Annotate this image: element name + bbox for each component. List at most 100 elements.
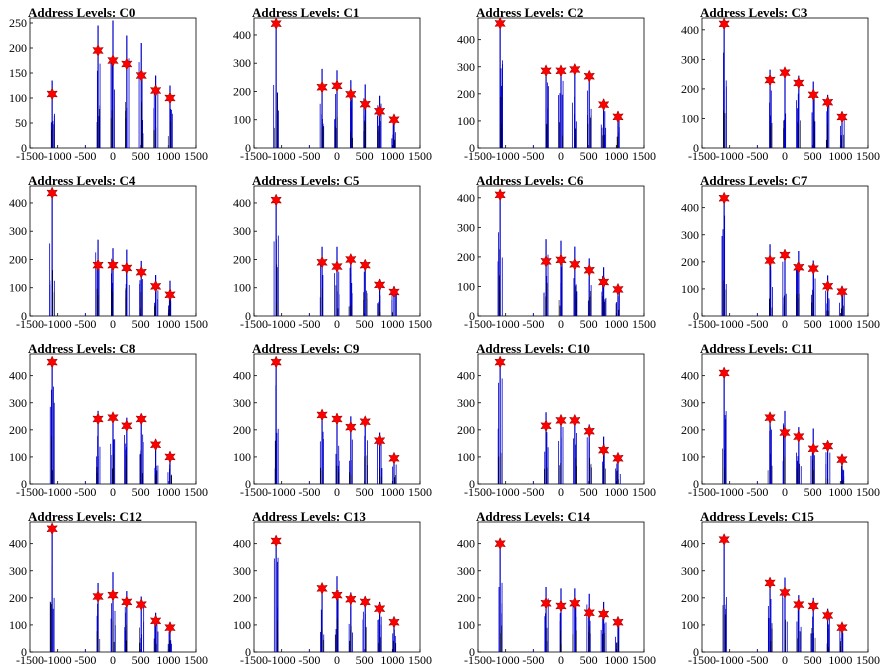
y-tick-label: 300 (457, 564, 475, 578)
chart-title: Address Levels: C6 (476, 173, 584, 188)
y-tick-label: 200 (457, 250, 475, 264)
level-star-marker (46, 186, 58, 200)
level-star-marker (345, 592, 357, 606)
x-tick-label: 1000 (380, 149, 404, 163)
x-tick-label: -1000 (492, 149, 520, 163)
x-tick-label: -500 (74, 149, 96, 163)
level-star-marker (793, 597, 805, 612)
level-star-marker (793, 429, 805, 444)
x-tick-label: -1500 (240, 317, 268, 331)
chart-plot: 0 100 200 300 400 -1500 -1000 -500 0 500 1000 1500 (9, 521, 208, 667)
y-tick-label: 100 (457, 114, 475, 128)
level-star-marker (583, 424, 595, 438)
level-star-marker (373, 104, 386, 118)
level-star-marker (373, 602, 386, 616)
y-tick-label: 300 (681, 228, 699, 242)
y-tick-label: 0 (245, 141, 251, 155)
x-tick-label: -500 (74, 485, 96, 499)
level-star-marker (597, 275, 610, 289)
level-star-marker (555, 599, 567, 613)
level-star-marker (793, 76, 805, 90)
chart-panel-c7: Address Levels: C7 0 100 200 300 400 -1500 -100… (672, 168, 896, 336)
level-star-marker (316, 80, 328, 94)
chart-panel-c11: Address Levels: C11 0 100 200 300 400 -1500 -10… (672, 336, 896, 504)
chart-plot: 0 100 200 300 400 -1500 -1000 -500 0 500 1000 1500 (233, 17, 432, 163)
x-tick-label: 0 (782, 653, 788, 667)
y-tick-label: 400 (681, 23, 699, 37)
level-star-marker (540, 419, 552, 433)
x-tick-label: 1500 (856, 653, 880, 667)
level-star-marker (764, 411, 776, 425)
x-tick-label: -500 (746, 485, 768, 499)
level-star-marker (836, 285, 848, 299)
x-tick-label: 0 (558, 317, 564, 331)
chart-title: Address Levels: C1 (252, 5, 360, 20)
chart-title: Address Levels: C3 (700, 5, 808, 20)
y-tick-label: 0 (21, 309, 27, 323)
chart-title: Address Levels: C4 (28, 173, 136, 188)
x-tick-label: 0 (110, 485, 116, 499)
y-tick-label: 100 (233, 450, 251, 464)
y-tick-label: 200 (9, 252, 27, 266)
x-tick-label: 1000 (380, 317, 404, 331)
y-tick-label: 0 (245, 309, 251, 323)
x-tick-label: -1000 (716, 485, 744, 499)
level-star-marker (92, 589, 104, 604)
level-star-marker (569, 596, 581, 610)
x-tick-label: -1000 (268, 653, 296, 667)
chart-plot: 0 100 200 300 400 -1500 -1000 -500 0 500 1000 1500 (9, 185, 208, 331)
level-star-marker (555, 253, 567, 267)
x-tick-label: -1000 (492, 485, 520, 499)
level-star-marker (135, 412, 147, 426)
x-tick-label: 500 (356, 653, 374, 667)
level-star-marker (107, 588, 119, 602)
level-star-marker (46, 87, 58, 101)
x-tick-label: -1500 (16, 653, 44, 667)
chart-title: Address Levels: C2 (476, 5, 584, 20)
x-tick-label: 0 (782, 317, 788, 331)
level-star-marker (164, 621, 176, 635)
level-star-marker (569, 62, 581, 77)
y-tick-label: 400 (457, 191, 475, 205)
y-tick-label: 100 (233, 281, 251, 295)
x-tick-label: 1000 (156, 485, 180, 499)
y-tick-label: 400 (681, 537, 699, 551)
level-star-marker (388, 615, 400, 629)
chart-title: Address Levels: C15 (700, 509, 814, 524)
chart-title: Address Levels: C5 (252, 173, 360, 188)
x-tick-label: 500 (804, 149, 822, 163)
level-star-marker (316, 581, 328, 595)
level-star-marker (821, 608, 834, 623)
level-star-marker (345, 252, 357, 267)
x-tick-label: 0 (334, 149, 340, 163)
x-tick-label: -1000 (44, 653, 72, 667)
chart-panel-c6: Address Levels: C6 0 100 200 300 400 -1500 -100… (448, 168, 672, 336)
level-star-marker (612, 110, 624, 124)
level-star-marker (316, 408, 328, 422)
x-tick-label: 500 (356, 149, 374, 163)
x-tick-label: 1500 (856, 485, 880, 499)
y-tick-label: 200 (9, 423, 27, 437)
x-tick-label: -1000 (44, 485, 72, 499)
y-tick-label: 300 (9, 564, 27, 578)
chart-panel-c9: Address Levels: C9 0 100 200 300 400 -1500 -100… (224, 336, 448, 504)
y-tick-label: 0 (245, 477, 251, 491)
level-star-marker (807, 599, 819, 613)
x-tick-label: 1500 (408, 149, 432, 163)
chart-plot: 0 100 200 300 400 -1500 -1000 -500 0 500 1000 1500 (457, 16, 656, 163)
level-star-marker (359, 595, 371, 609)
x-tick-label: -1500 (688, 149, 716, 163)
x-tick-label: 0 (110, 317, 116, 331)
y-tick-label: 0 (693, 645, 699, 659)
level-star-marker (569, 413, 581, 427)
level-star-marker (270, 534, 282, 548)
level-star-marker (359, 415, 371, 429)
level-star-marker (779, 585, 791, 600)
y-tick-label: 400 (233, 369, 251, 383)
y-tick-label: 0 (469, 141, 475, 155)
level-star-marker (46, 355, 58, 369)
level-star-marker (793, 260, 805, 274)
x-tick-label: -1500 (688, 653, 716, 667)
y-tick-label: 400 (233, 196, 251, 210)
chart-panel-c10: Address Levels: C10 0 100 200 300 400 -1500 -10… (448, 336, 672, 504)
